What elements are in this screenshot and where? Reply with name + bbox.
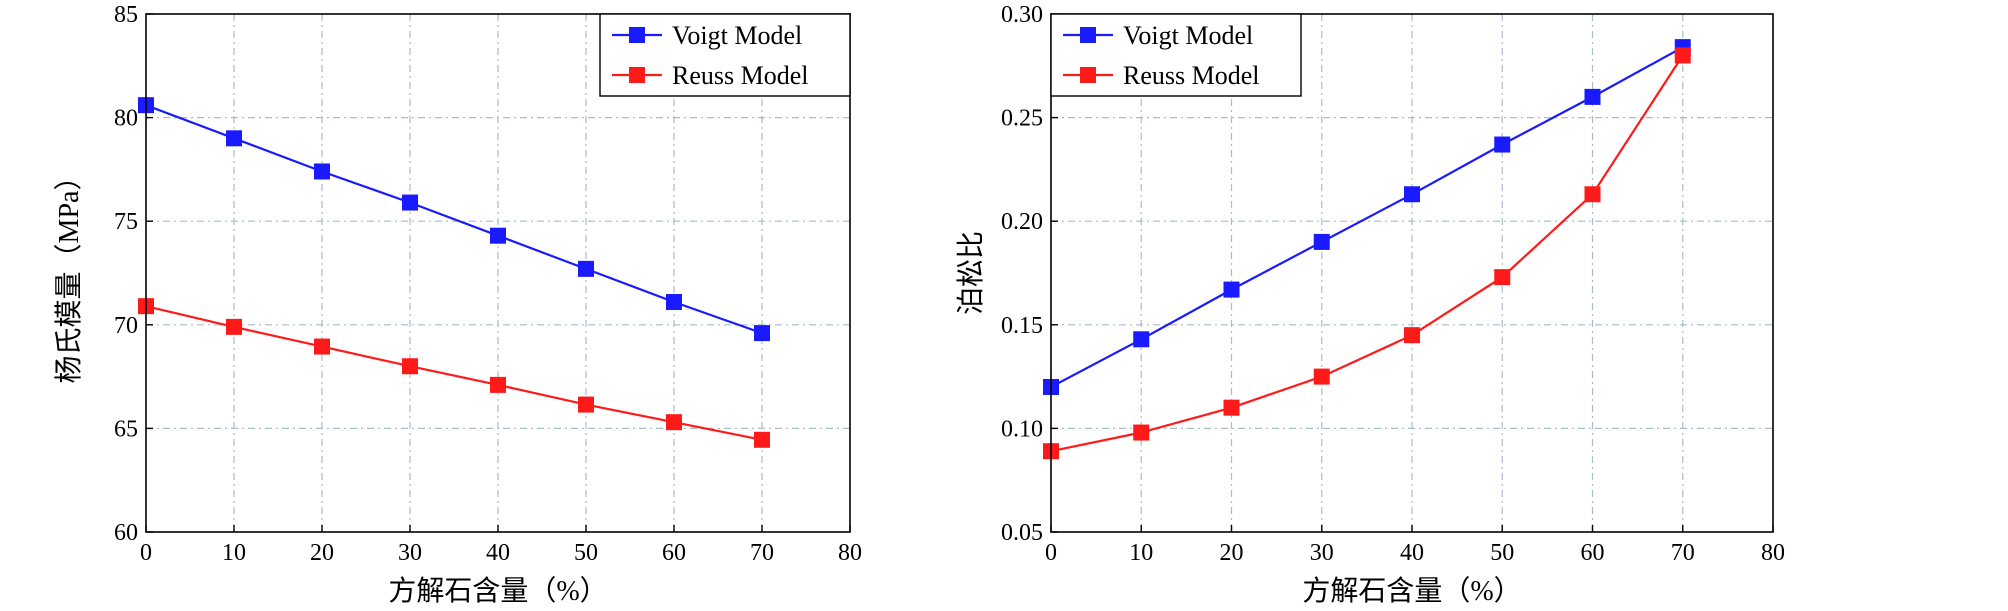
- data-point: [578, 396, 594, 413]
- data-point: [1494, 136, 1511, 153]
- x-tick-label: 40: [1400, 540, 1424, 566]
- data-point: [402, 358, 418, 375]
- x-tick-label: 10: [222, 540, 246, 566]
- data-point: [1133, 424, 1150, 441]
- series-line-2: [145, 305, 763, 441]
- y-tick-label: 60: [114, 520, 138, 546]
- data-point: [314, 163, 330, 180]
- x-tick-label: 60: [1581, 540, 1605, 566]
- y-tick-label: 85: [114, 2, 138, 28]
- data-point: [226, 318, 242, 335]
- y-tick-label: 75: [114, 209, 138, 235]
- data-point: [226, 130, 242, 147]
- legend-label: Reuss Model: [1123, 61, 1260, 90]
- data-point: [490, 376, 506, 393]
- x-tick-label: 50: [574, 540, 598, 566]
- data-point: [1584, 88, 1601, 105]
- data-point: [578, 260, 594, 277]
- data-point: [1223, 399, 1240, 416]
- chart-2: 0 10 20 30 40 50 60 70 80 0.05 0.10 0.15 0.20 0.25 0.3…: [955, 2, 1785, 607]
- y-tick-label: 0.15: [1001, 313, 1043, 339]
- x-tick-label: 10: [1129, 540, 1153, 566]
- data-point: [1404, 186, 1420, 203]
- legend: Voigt Model Reuss Model: [1050, 13, 1302, 97]
- x-tick-label: 0: [140, 540, 152, 566]
- y-tick-label: 0.05: [1001, 520, 1043, 546]
- legend-marker: [629, 67, 645, 83]
- legend-marker: [1080, 67, 1096, 83]
- x-tick-label: 50: [1490, 540, 1514, 566]
- x-tick-label: 70: [750, 540, 774, 566]
- series-line-1: [1050, 46, 1684, 388]
- x-tick-label: 40: [486, 540, 510, 566]
- legend-label: Reuss Model: [672, 61, 809, 90]
- data-point: [314, 338, 330, 355]
- y-tick-label: 0.10: [1001, 416, 1043, 442]
- x-tick-label: 70: [1671, 540, 1695, 566]
- data-point: [666, 294, 682, 311]
- y-tick-label: 0.25: [1001, 106, 1043, 132]
- y-axis-title: 泊松比: [955, 231, 987, 315]
- legend: Voigt Model Reuss Model: [599, 13, 851, 97]
- x-tick-label: 20: [1220, 540, 1244, 566]
- x-axis-title: 方解石含量（%）: [1302, 575, 1521, 607]
- legend-label: Voigt Model: [1123, 21, 1253, 50]
- y-tick-label: 80: [114, 106, 138, 132]
- x-tick-label: 20: [310, 540, 334, 566]
- x-tick-label: 60: [662, 540, 686, 566]
- legend-label: Voigt Model: [672, 21, 802, 50]
- y-axis-title: 杨氏模量（MPa）: [53, 163, 85, 384]
- data-point: [490, 227, 506, 244]
- data-point: [1133, 331, 1150, 348]
- y-tick-label: 0.20: [1001, 209, 1043, 235]
- data-point: [1313, 368, 1330, 385]
- data-point: [754, 325, 770, 342]
- x-tick-label: 80: [1761, 540, 1785, 566]
- x-tick-label: 30: [398, 540, 422, 566]
- y-tick-label: 70: [114, 313, 138, 339]
- x-tick-label: 80: [838, 540, 862, 566]
- legend-marker: [629, 27, 645, 43]
- legend-marker: [1080, 27, 1096, 43]
- x-axis-title: 方解石含量（%）: [388, 575, 607, 607]
- data-point: [1674, 47, 1691, 64]
- chart-1: 0 10 20 30 40 50 60 70 80 60 65 70 75 80 85 方解石含量（%） 杨氏模…: [53, 2, 862, 607]
- y-tick-label: 0.30: [1001, 2, 1043, 28]
- data-point: [1584, 186, 1601, 203]
- data-point: [1313, 233, 1330, 250]
- data-point: [402, 194, 418, 211]
- x-tick-label: 0: [1045, 540, 1057, 566]
- data-point: [754, 431, 770, 448]
- series-line-1: [145, 104, 763, 335]
- data-point: [1404, 327, 1420, 344]
- y-tick-label: 65: [114, 416, 138, 442]
- data-point: [1494, 269, 1511, 286]
- series-line-2: [1050, 54, 1684, 453]
- data-point: [1223, 281, 1240, 298]
- x-tick-label: 30: [1310, 540, 1334, 566]
- data-point: [666, 414, 682, 431]
